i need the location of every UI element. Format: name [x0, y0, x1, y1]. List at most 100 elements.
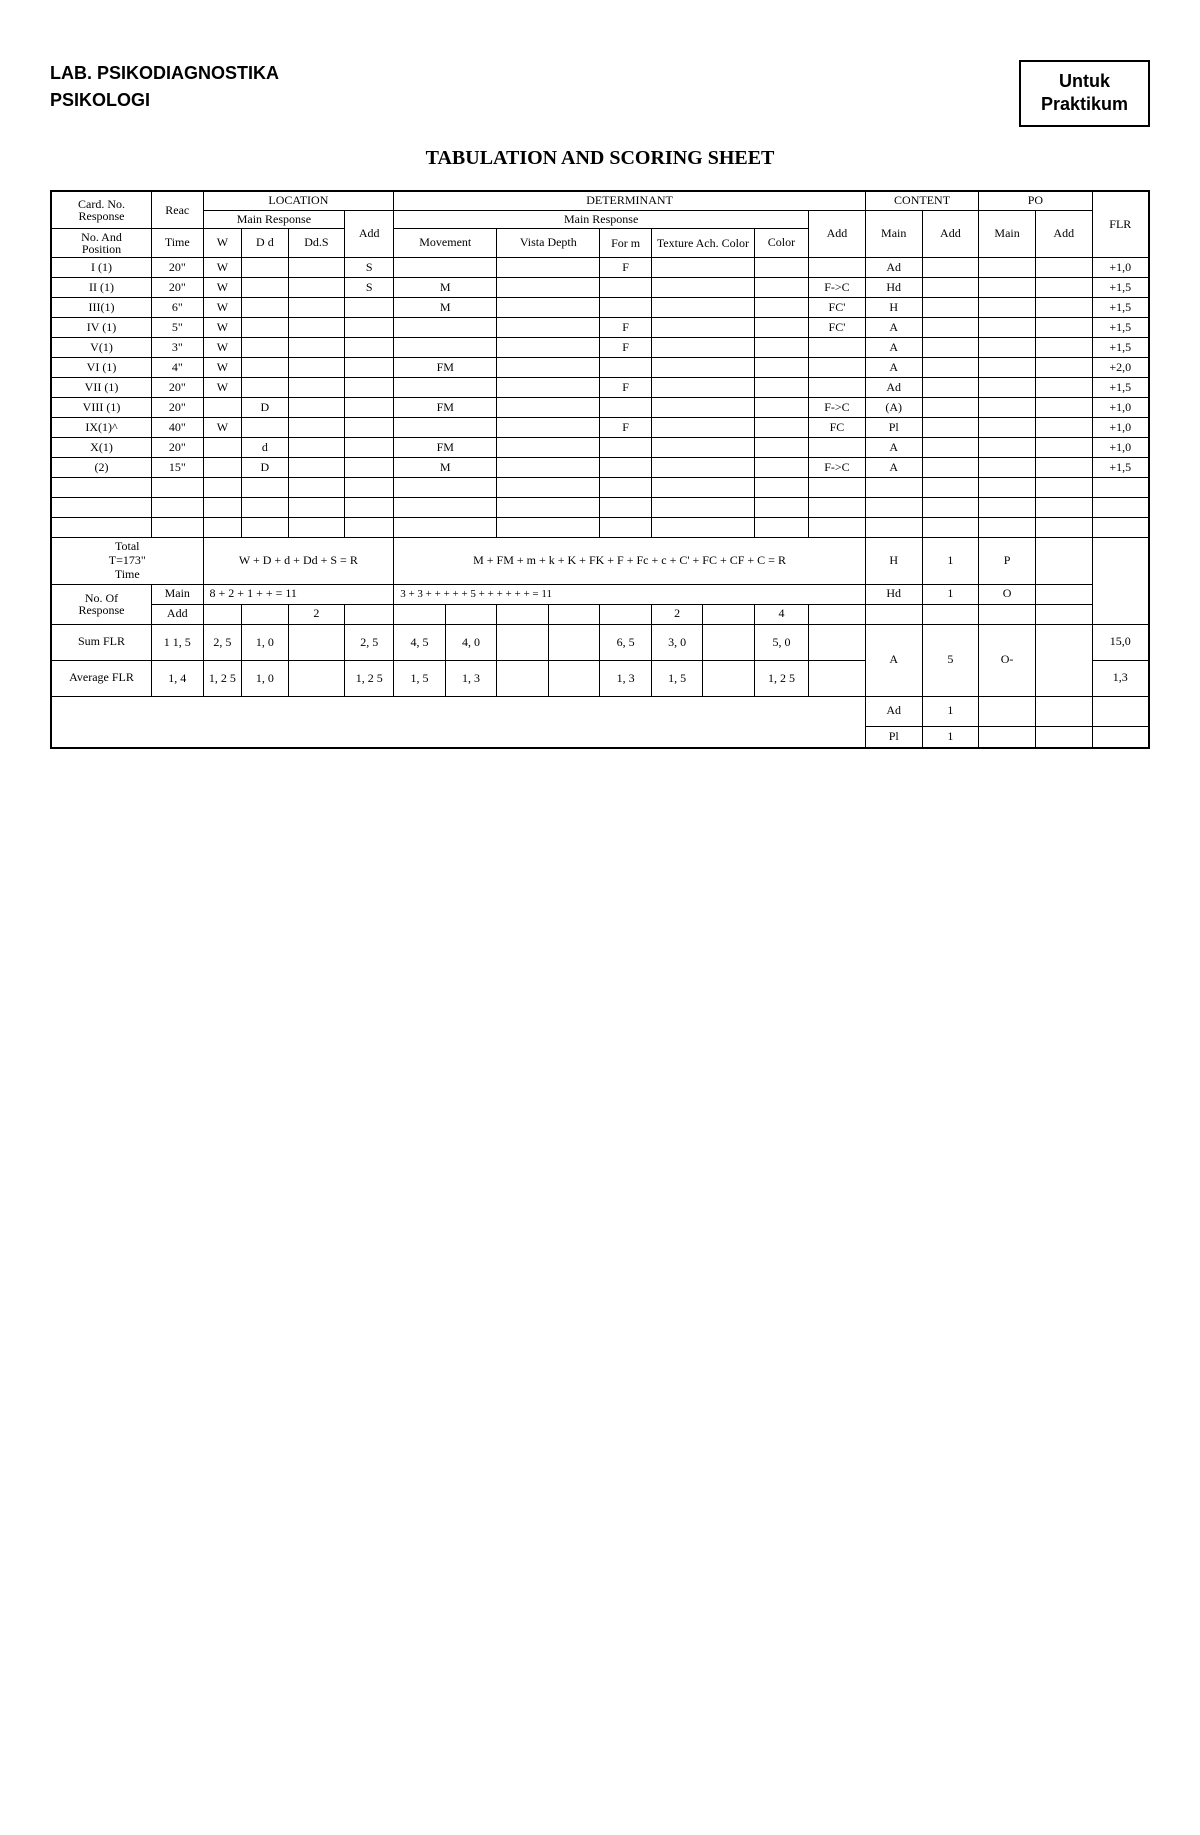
sumflr-label: Sum FLR: [51, 624, 152, 660]
cell: (2): [51, 458, 152, 478]
cell: F: [600, 258, 652, 278]
purpose-line1: Untuk: [1041, 70, 1128, 93]
cell: FM: [394, 438, 497, 458]
content-ad: Ad: [865, 696, 922, 726]
cell: [754, 418, 808, 438]
cell: 40": [152, 418, 204, 438]
cell: [979, 398, 1036, 418]
cell: [242, 298, 288, 318]
purpose-box: Untuk Praktikum: [1019, 60, 1150, 127]
cell: W: [203, 338, 242, 358]
po-p-val: [1035, 538, 1092, 584]
cell: +1,0: [1092, 418, 1149, 438]
scoring-table: Card. No.Response Reac LOCATION DETERMIN…: [50, 190, 1150, 749]
cell: [394, 318, 497, 338]
cell: [345, 438, 394, 458]
hdr-dd: D d: [242, 229, 288, 258]
cell: [922, 298, 979, 318]
hdr-det-add: Add: [809, 210, 866, 258]
lab-line2: PSIKOLOGI: [50, 87, 279, 114]
noof-main-loc: 8 + 2 + 1 + + = 11: [203, 584, 394, 604]
cell: [242, 358, 288, 378]
cell: [1035, 418, 1092, 438]
hdr-w: W: [203, 229, 242, 258]
cell: Hd: [865, 278, 922, 298]
cell: [979, 258, 1036, 278]
avgflr-dds: [288, 660, 345, 696]
formula-location: W + D + d + Dd + S = R: [203, 538, 394, 584]
cell: 20": [152, 378, 204, 398]
cell: [497, 278, 600, 298]
cell: +1,0: [1092, 398, 1149, 418]
cell: [1035, 398, 1092, 418]
content-h: H: [865, 538, 922, 584]
noof-main-label: Main: [152, 584, 204, 604]
avgflr-mov1: 1, 5: [394, 660, 446, 696]
lab-title: LAB. PSIKODIAGNOSTIKA PSIKOLOGI: [50, 60, 279, 114]
cell: [922, 318, 979, 338]
cell: [497, 378, 600, 398]
cell: [288, 458, 345, 478]
cell: [754, 338, 808, 358]
add-dds: 2: [288, 604, 345, 624]
sumflr-mov1: 4, 5: [394, 624, 446, 660]
purpose-line2: Praktikum: [1041, 93, 1128, 116]
sumflr-row: Sum FLR 1 1, 5 2, 5 1, 0 2, 5 4, 5 4, 0 …: [51, 624, 1149, 660]
avgflr-w: 1, 2 5: [203, 660, 242, 696]
cell: [979, 378, 1036, 398]
cell: IV (1): [51, 318, 152, 338]
data-row: III(1)6"WMFC'H+1,5: [51, 298, 1149, 318]
hdr-flr: FLR: [1092, 191, 1149, 258]
hdr-movement: Movement: [394, 229, 497, 258]
avgflr-col: 1, 2 5: [754, 660, 808, 696]
cell: [651, 258, 754, 278]
cell: [1035, 298, 1092, 318]
cell: [809, 258, 866, 278]
cell: II (1): [51, 278, 152, 298]
hdr-po-main: Main: [979, 210, 1036, 258]
cell: 4": [152, 358, 204, 378]
data-row: VII (1)20"WFAd+1,5: [51, 378, 1149, 398]
cell: F: [600, 378, 652, 398]
cell: +2,0: [1092, 358, 1149, 378]
cell: [345, 358, 394, 378]
hdr-det-main: Main Response: [394, 210, 809, 229]
noof-main-row: No. OfResponse Main 8 + 2 + 1 + + = 11 3…: [51, 584, 1149, 604]
cell: [203, 458, 242, 478]
cell: 20": [152, 438, 204, 458]
cell: [922, 458, 979, 478]
cell: [497, 358, 600, 378]
cell: [922, 378, 979, 398]
cell: [345, 398, 394, 418]
cell: 5": [152, 318, 204, 338]
cell: 20": [152, 278, 204, 298]
cell: [394, 378, 497, 398]
content-pl: Pl: [865, 726, 922, 748]
hdr-color: Color: [754, 229, 808, 258]
cell: [809, 358, 866, 378]
cell: [394, 418, 497, 438]
cell: VII (1): [51, 378, 152, 398]
sumflr-dds: [288, 624, 345, 660]
cell: [754, 318, 808, 338]
hdr-dds: Dd.S: [288, 229, 345, 258]
cell: +1,0: [1092, 258, 1149, 278]
cell: [651, 338, 754, 358]
cell: [497, 338, 600, 358]
avgflr-form: 1, 3: [600, 660, 652, 696]
cell: [979, 278, 1036, 298]
hdr-content-main: Main: [865, 210, 922, 258]
cell: [651, 378, 754, 398]
cell: [242, 258, 288, 278]
cell: [600, 298, 652, 318]
cell: [754, 298, 808, 318]
cell: [651, 278, 754, 298]
cell: [651, 318, 754, 338]
cell: [651, 438, 754, 458]
cell: +1,5: [1092, 278, 1149, 298]
cell: M: [394, 458, 497, 478]
cell: VI (1): [51, 358, 152, 378]
cell: [288, 358, 345, 378]
cell: X(1): [51, 438, 152, 458]
cell: [1035, 438, 1092, 458]
